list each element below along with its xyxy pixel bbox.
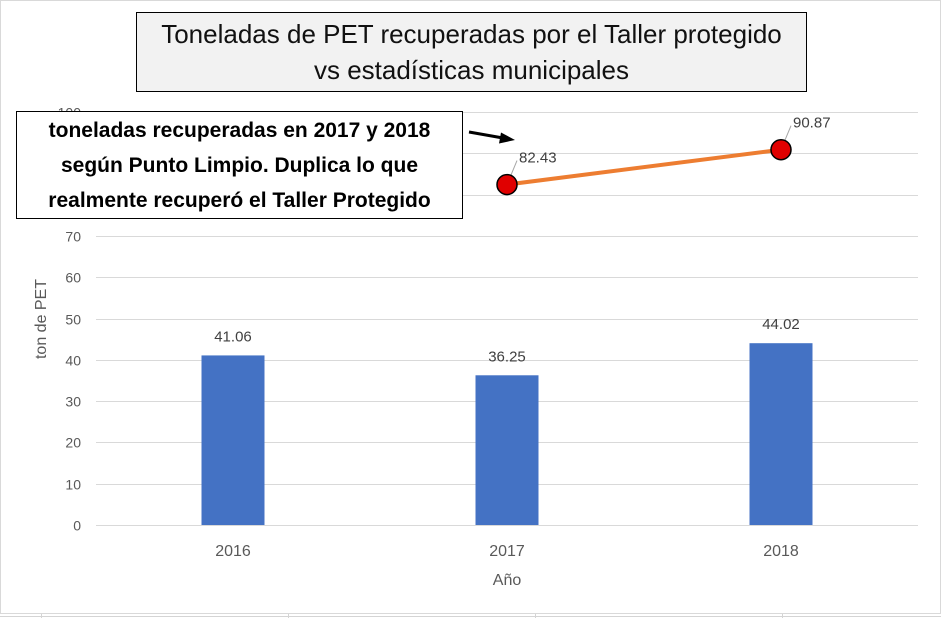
y-tick-label: 0 <box>73 518 81 534</box>
line-marker <box>770 138 792 161</box>
bar <box>201 355 265 525</box>
annotation-arrow <box>468 130 515 144</box>
x-tick-label: 2016 <box>215 543 251 560</box>
bar <box>749 343 813 525</box>
y-tick-label: 70 <box>65 229 81 245</box>
bar <box>475 375 539 525</box>
line-marker <box>496 173 518 196</box>
bar-data-label: 36.25 <box>488 348 526 365</box>
bar-data-label: 44.02 <box>762 316 800 333</box>
y-tick-label: 40 <box>65 353 81 369</box>
x-axis-label: Año <box>493 572 522 589</box>
bar-series: 41.06 36.25 44.02 <box>201 316 813 525</box>
y-tick-label: 20 <box>65 435 81 451</box>
y-tick-label: 60 <box>65 270 81 286</box>
bar-data-label: 41.06 <box>214 328 252 345</box>
y-tick-label: 10 <box>65 477 81 493</box>
chart-title-text: Toneladas de PET recuperadas por el Tall… <box>161 19 782 85</box>
line-data-label: 82.43 <box>519 150 557 167</box>
x-tick-label: 2018 <box>763 543 799 560</box>
line-series: 82.43 90.87 <box>496 115 831 196</box>
y-tick-label: 50 <box>65 312 81 328</box>
line-path <box>506 147 782 187</box>
y-tick-label: 30 <box>65 394 81 410</box>
y-axis-label: ton de PET <box>33 279 50 359</box>
line-data-label: 90.87 <box>793 115 831 132</box>
chart-title: Toneladas de PET recuperadas por el Tall… <box>136 12 807 92</box>
annotation-callout: toneladas recuperadas en 2017 y 2018 seg… <box>16 111 463 219</box>
x-tick-label: 2017 <box>489 543 525 560</box>
annotation-text: toneladas recuperadas en 2017 y 2018 seg… <box>48 118 431 212</box>
x-axis-ticks: 2016 2017 2018 <box>215 543 799 560</box>
